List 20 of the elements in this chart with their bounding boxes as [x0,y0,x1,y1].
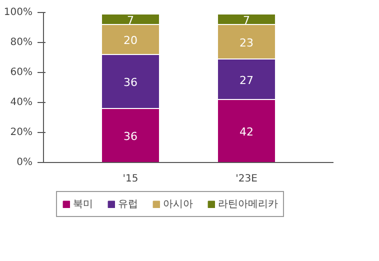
legend-label: 라틴아메리카 [218,198,278,211]
data-label: 27 [240,74,254,87]
data-label: 42 [240,126,254,138]
legend-label: 유럽 [118,198,138,211]
data-label: 36 [124,76,138,89]
y-tick-label: 60% [10,67,33,78]
legend-label: 아시아 [162,198,193,211]
y-tick-label: 40% [10,97,33,108]
y-tick-label: 20% [10,127,33,138]
y-tick-label: 100% [4,7,33,18]
data-label: 20 [124,34,138,47]
data-label: 7 [127,14,134,27]
y-tick-label: 0% [16,157,33,168]
data-label: 23 [240,36,254,50]
data-label: 7 [243,14,250,27]
y-tick-label: 80% [10,37,33,48]
data-label: 36 [124,130,138,143]
x-tick-label: '15 [122,174,138,184]
x-tick-label: '23E [236,174,258,184]
legend-label: 북미 [72,198,93,211]
